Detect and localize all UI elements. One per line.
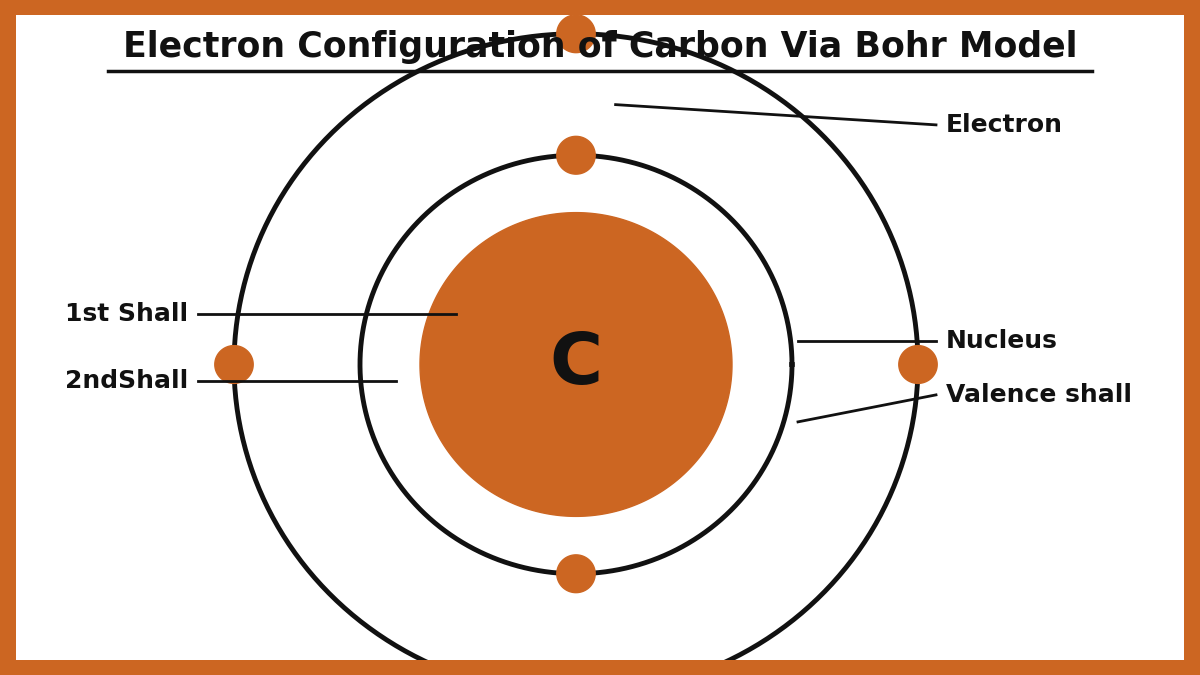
Polygon shape bbox=[899, 346, 937, 383]
Text: Electron Configuration of Carbon Via Bohr Model: Electron Configuration of Carbon Via Boh… bbox=[122, 30, 1078, 64]
Polygon shape bbox=[557, 136, 595, 174]
Bar bbox=[0, 0, 1200, 15]
Bar bbox=[0, 0, 16, 675]
Polygon shape bbox=[557, 15, 595, 53]
Polygon shape bbox=[557, 555, 595, 593]
Text: Nucleus: Nucleus bbox=[946, 329, 1057, 353]
Polygon shape bbox=[420, 213, 732, 516]
Text: 2ndShall: 2ndShall bbox=[65, 369, 188, 394]
Polygon shape bbox=[215, 346, 253, 383]
Text: 1st Shall: 1st Shall bbox=[65, 302, 188, 326]
Bar bbox=[1184, 0, 1200, 675]
Text: C: C bbox=[550, 330, 602, 399]
Bar bbox=[0, 660, 1200, 675]
Text: Valence shall: Valence shall bbox=[946, 383, 1132, 407]
Text: Electron: Electron bbox=[946, 113, 1063, 137]
